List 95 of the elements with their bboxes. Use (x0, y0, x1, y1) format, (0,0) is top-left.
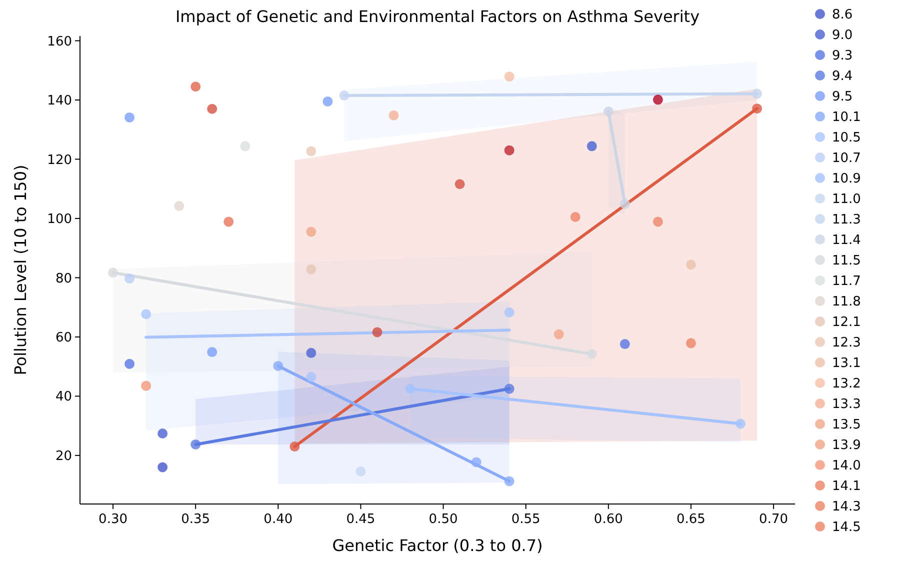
legend-label: 12.3 (832, 336, 861, 351)
point (174, 201, 184, 212)
point (290, 442, 300, 452)
legend-label: 10.5 (832, 130, 861, 146)
point (586, 141, 597, 152)
point (454, 179, 465, 190)
point (620, 339, 630, 350)
x-tick-label: 0.65 (676, 512, 706, 527)
point (306, 264, 316, 274)
point (504, 307, 514, 318)
point (273, 360, 284, 371)
legend-label: 13.2 (832, 376, 861, 392)
x-tick-label: 0.50 (428, 512, 458, 527)
point (686, 338, 696, 348)
point (372, 327, 382, 338)
legend-label: 9.3 (832, 48, 853, 64)
x-tick-label: 0.45 (346, 512, 376, 527)
legend-label: 13.9 (832, 438, 861, 454)
x-tick-label: 0.30 (98, 512, 128, 527)
point (141, 380, 152, 391)
point (306, 146, 316, 156)
legend-label: 11.0 (832, 192, 861, 208)
point (190, 439, 201, 450)
legend-label: 14.5 (832, 520, 861, 536)
point (603, 106, 614, 117)
y-tick-label: 60 (55, 330, 72, 346)
point (652, 216, 663, 227)
point (124, 274, 135, 284)
x-axis-title: Genetic Factor (0.3 to 0.7) (332, 536, 543, 555)
point (504, 384, 514, 394)
legend-label: 13.3 (832, 397, 861, 412)
point (158, 462, 168, 472)
point (124, 358, 135, 369)
point (686, 260, 696, 270)
chart-title: Impact of Genetic and Environmental Factors on Asthma Severity (175, 7, 700, 26)
legend-label: 14.0 (832, 458, 861, 474)
point (504, 145, 514, 156)
legend-label: 11.3 (832, 212, 861, 228)
legend-label: 9.5 (832, 90, 853, 105)
y-tick-label: 160 (47, 34, 72, 50)
legend-label: 13.1 (832, 356, 861, 372)
point (108, 268, 118, 278)
point (554, 329, 564, 340)
legend-label: 12.1 (832, 315, 861, 330)
x-tick-label: 0.40 (264, 512, 293, 527)
point (306, 372, 316, 382)
point (207, 104, 218, 114)
point (752, 88, 762, 99)
point (388, 110, 399, 120)
y-tick-label: 20 (55, 448, 72, 464)
y-tick-label: 100 (47, 212, 72, 228)
legend-label: 9.4 (832, 69, 853, 84)
point (620, 198, 630, 209)
point (339, 90, 350, 101)
point (322, 96, 333, 106)
legend-label: 9.0 (832, 28, 853, 44)
point (306, 348, 316, 358)
point (652, 94, 663, 105)
point (207, 347, 218, 358)
legend-label: 8.6 (832, 8, 853, 23)
point (240, 141, 250, 152)
legend-label: 13.5 (832, 418, 861, 433)
y-tick-label: 120 (47, 152, 72, 168)
legend-label: 10.1 (832, 110, 861, 126)
x-tick-label: 0.35 (181, 512, 210, 527)
point (190, 82, 201, 92)
y-axis-title: Pollution Level (10 to 150) (11, 164, 30, 376)
x-tick-label: 0.60 (594, 512, 623, 527)
point (752, 104, 762, 114)
point (504, 72, 514, 82)
legend-label: 14.3 (832, 500, 861, 515)
point (736, 418, 746, 429)
legend-label: 14.1 (832, 479, 861, 494)
legend-label: 11.8 (832, 294, 861, 310)
legend-label: 10.7 (832, 151, 861, 166)
x-tick-label: 0.55 (511, 512, 540, 527)
point (124, 112, 135, 122)
point (224, 216, 234, 227)
point (586, 349, 597, 360)
point (570, 212, 580, 222)
x-tick-label: 0.70 (759, 512, 788, 527)
legend-label: 11.4 (832, 233, 861, 248)
legend-label: 10.9 (832, 172, 861, 187)
y-tick-label: 40 (55, 390, 72, 405)
y-tick-label: 140 (47, 94, 72, 109)
point (405, 384, 416, 394)
legend-label: 11.5 (832, 254, 861, 269)
y-tick-label: 80 (55, 271, 72, 286)
point (158, 428, 168, 439)
legend-label: 11.7 (832, 274, 861, 290)
point (471, 457, 482, 468)
point (306, 226, 316, 237)
point (356, 466, 366, 476)
point (141, 309, 152, 320)
point (504, 476, 514, 486)
